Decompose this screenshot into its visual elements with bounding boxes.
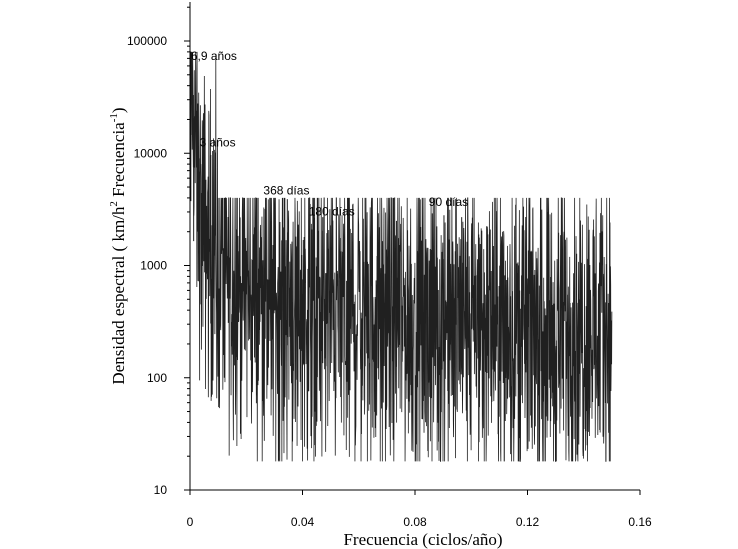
y-axis-title-sup2: -1 (108, 113, 120, 122)
y-axis-ticks: 10 100 1000 10000 100000 (127, 6, 190, 497)
spectrum-line-series (190, 51, 613, 462)
x-tick-label: 0.12 (516, 515, 540, 529)
y-tick-label: 1000 (140, 259, 167, 273)
x-tick-label: 0 (187, 515, 194, 529)
y-axis-title-main: Densidad espectral ( km/h (109, 206, 128, 384)
peak-annotation: 90 días (429, 195, 468, 209)
y-axis-title: Densidad espectral ( km/h2 Frecuencia-1) (108, 107, 128, 384)
x-axis-title: Frecuencia (ciclos/año) (343, 530, 502, 549)
peak-annotation: 180 días (309, 204, 355, 218)
y-axis-title-sup1: 2 (108, 201, 120, 207)
y-tick-label: 10 (154, 483, 168, 497)
y-axis-title-mid: Frecuencia (109, 122, 128, 201)
spectrum-line (190, 51, 613, 462)
y-tick-label: 100000 (127, 34, 167, 48)
y-tick-label: 10000 (134, 146, 168, 160)
y-axis-title-end: ) (109, 107, 128, 113)
peak-annotation: 6,9 años (191, 49, 237, 63)
x-tick-label: 0.08 (403, 515, 427, 529)
peak-annotation: 368 días (263, 183, 309, 197)
peak-annotation: 3 años (200, 135, 236, 149)
x-tick-label: 0.16 (628, 515, 652, 529)
y-tick-label: 100 (147, 371, 167, 385)
x-axis-ticks: 0 0.04 0.08 0.12 0.16 (187, 490, 652, 529)
x-tick-label: 0.04 (291, 515, 315, 529)
